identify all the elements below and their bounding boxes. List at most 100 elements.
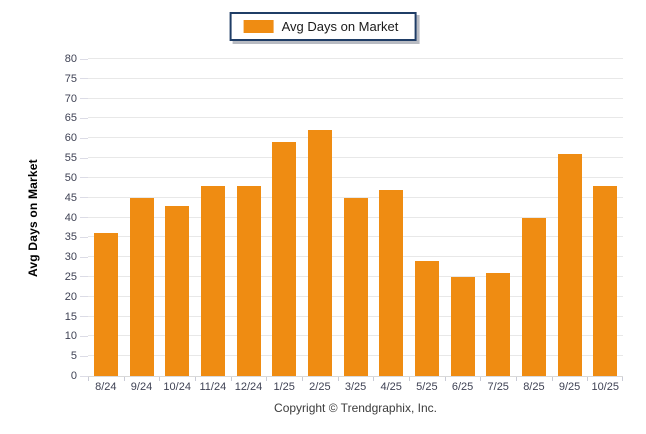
y-tick: 40 <box>65 212 88 224</box>
bar-slot <box>302 59 338 381</box>
x-axis-label: 8/25 <box>523 381 545 393</box>
y-tick-mark <box>80 217 88 218</box>
y-tick-label: 55 <box>64 152 77 165</box>
y-tick: 45 <box>65 192 88 204</box>
gridline <box>88 176 623 178</box>
gridline <box>88 157 623 159</box>
bar-slot <box>230 59 267 381</box>
plot-area: 0 5 10 15 20 25 30 35 40 45 50 55 60 65 70 75 80 8/24 9/2… <box>65 53 623 393</box>
y-tick-mark <box>80 256 88 258</box>
y-tick-mark <box>80 117 88 119</box>
y-tick-mark <box>80 177 88 179</box>
gridline <box>88 137 623 139</box>
gridline <box>88 196 623 198</box>
y-tick: 15 <box>65 311 88 323</box>
y-tick: 30 <box>65 251 88 263</box>
legend-swatch-icon <box>243 20 274 33</box>
bar <box>343 197 368 376</box>
bars <box>88 59 623 381</box>
bar-slot <box>444 59 481 381</box>
copyright-text: Copyright © Trendgraphix, Inc. <box>274 401 437 415</box>
y-tick-label: 70 <box>64 92 77 105</box>
x-axis-label: 1/25 <box>273 381 295 393</box>
y-tick-label: 15 <box>64 310 77 323</box>
x-axis-label: 7/25 <box>487 381 509 393</box>
bar <box>414 261 439 376</box>
y-tick-mark <box>80 375 88 377</box>
bar-slot <box>266 59 302 381</box>
bar-slot <box>480 59 516 381</box>
bar-slot <box>159 59 195 381</box>
bar-slot <box>587 59 623 381</box>
y-tick-label: 10 <box>64 330 77 343</box>
y-tick: 10 <box>65 330 88 342</box>
bar <box>593 185 618 376</box>
bar-slot <box>195 59 231 381</box>
y-tick-mark <box>80 98 88 100</box>
gridline <box>88 97 623 99</box>
bar-slot <box>409 59 445 381</box>
x-axis-label: 9/24 <box>130 381 153 393</box>
y-tick: 80 <box>65 53 88 65</box>
bar-slot <box>123 59 160 381</box>
bar <box>450 276 475 376</box>
y-tick: 0 <box>71 370 88 382</box>
bar <box>379 189 404 376</box>
y-tick-mark <box>80 296 88 298</box>
y-tick-label: 80 <box>64 53 77 65</box>
x-axis-label: 5/25 <box>416 381 438 393</box>
y-tick-mark <box>80 276 88 278</box>
bar <box>236 185 261 376</box>
y-tick-label: 45 <box>64 191 77 204</box>
bar <box>165 205 190 376</box>
gridline <box>88 77 623 79</box>
bar-slot <box>551 59 588 381</box>
bar <box>521 217 546 376</box>
y-tick-mark <box>80 236 88 238</box>
y-axis-ticks: 0 5 10 15 20 25 30 35 40 45 50 55 60 65 70 75 80 <box>0 53 88 382</box>
y-tick: 25 <box>65 271 88 283</box>
x-axis-label: 4/25 <box>380 381 402 393</box>
y-tick-mark <box>80 58 88 60</box>
bar <box>557 154 582 376</box>
legend-label: Avg Days on Market <box>281 19 399 34</box>
y-tick: 65 <box>65 112 88 124</box>
y-tick-mark <box>80 78 88 80</box>
bar <box>93 233 118 376</box>
gridline <box>88 58 623 59</box>
y-tick: 75 <box>65 73 88 85</box>
y-tick-label: 65 <box>64 112 77 125</box>
y-tick-label: 75 <box>64 72 77 85</box>
bar <box>486 272 511 376</box>
y-tick-label: 40 <box>64 211 77 224</box>
y-tick-label: 20 <box>64 290 77 303</box>
x-axis-label: 8/24 <box>95 381 117 393</box>
x-axis-labels: 8/24 9/24 10/24 11/24 12/24 1/25 2/25 3/25 4/25 5… <box>88 381 623 393</box>
bar <box>307 130 332 376</box>
y-tick: 70 <box>65 93 88 105</box>
y-tick-label: 25 <box>64 270 77 283</box>
bar <box>200 185 225 376</box>
gridline <box>88 117 623 119</box>
y-tick-label: 30 <box>64 251 77 264</box>
y-tick-label: 0 <box>70 370 77 382</box>
y-tick-label: 50 <box>64 171 77 184</box>
y-tick-mark <box>80 335 88 337</box>
x-axis-label: 3/25 <box>344 381 367 393</box>
y-tick: 5 <box>71 350 88 362</box>
bar-slot <box>516 59 552 381</box>
chart-legend: Avg Days on Market <box>229 12 417 41</box>
x-axis-label: 10/25 <box>591 381 619 393</box>
bar-slot <box>373 59 409 381</box>
x-axis-label: 2/25 <box>309 381 331 393</box>
y-tick-mark <box>80 355 88 357</box>
y-tick-mark <box>80 316 88 318</box>
y-tick: 50 <box>65 172 88 184</box>
x-axis-label: 11/24 <box>199 381 227 393</box>
y-tick-label: 60 <box>64 132 77 145</box>
y-tick-label: 5 <box>70 350 77 363</box>
x-axis-label: 6/25 <box>451 381 474 393</box>
bar <box>129 197 154 376</box>
y-tick: 20 <box>65 291 88 303</box>
